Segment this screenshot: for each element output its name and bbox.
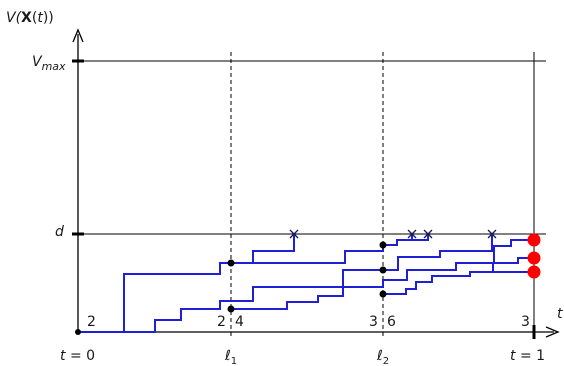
cross-mark-4	[487, 229, 497, 239]
y-label-bold: X	[21, 10, 32, 26]
path-lower-3	[383, 257, 534, 295]
y-label-prefix: V(	[6, 10, 22, 26]
y-axis-arrow	[72, 28, 84, 43]
path-lower-1	[124, 234, 493, 333]
cross-mark-3	[423, 229, 433, 239]
path-upper-2	[231, 234, 413, 264]
l2-label-base: ℓ	[376, 348, 383, 364]
t1-label-t: t	[510, 348, 516, 364]
x-axis-label: t	[557, 306, 563, 322]
path-upper-3	[344, 234, 429, 263]
crossing-dot-l2-mid	[379, 266, 387, 274]
count-end: 3	[521, 314, 530, 330]
count-start: 2	[87, 314, 96, 330]
l1-label-sub: 1	[231, 356, 237, 366]
crossing-dot-l1-lower	[227, 305, 235, 313]
path-upper-1	[78, 234, 295, 333]
vmax-label-sub: max	[42, 60, 66, 73]
t0-label: t = 0	[60, 348, 95, 364]
vmax-label: Vmax	[32, 54, 66, 73]
origin-dot	[75, 329, 81, 335]
count-l2-left: 3	[369, 314, 378, 330]
count-l2-right: 6	[387, 314, 396, 330]
crossing-dot-l1-upper	[227, 259, 235, 267]
count-l1-left: 2	[217, 314, 226, 330]
path-lower-2	[231, 239, 534, 310]
y-label-paren: (	[32, 10, 37, 26]
cross-mark-1	[289, 229, 299, 239]
terminal-dot-1	[527, 233, 541, 247]
d-label: d	[55, 224, 64, 240]
l2-label-sub: 2	[383, 356, 389, 366]
y-label-suffix: ))	[43, 10, 54, 26]
t1-label: t = 1	[510, 348, 545, 364]
l2-label: ℓ2	[376, 348, 389, 366]
x-axis-arrow	[545, 326, 560, 338]
l1-label-base: ℓ	[224, 348, 231, 364]
vmax-label-base: V	[32, 54, 43, 70]
terminal-dot-3	[527, 265, 541, 279]
crossing-dot-l2-top	[379, 241, 387, 249]
terminal-dot-2	[527, 251, 541, 265]
crossing-dot-l2-low	[379, 290, 387, 298]
t0-label-t: t	[60, 348, 66, 364]
count-l1-right: 4	[235, 314, 244, 330]
l1-label: ℓ1	[224, 348, 237, 366]
t0-label-rest: = 0	[66, 348, 96, 364]
y-axis-label: V(X(t))	[6, 10, 54, 26]
t1-label-rest: = 1	[516, 348, 546, 364]
cross-mark-2	[407, 229, 417, 239]
y-label-t: t	[37, 10, 43, 26]
